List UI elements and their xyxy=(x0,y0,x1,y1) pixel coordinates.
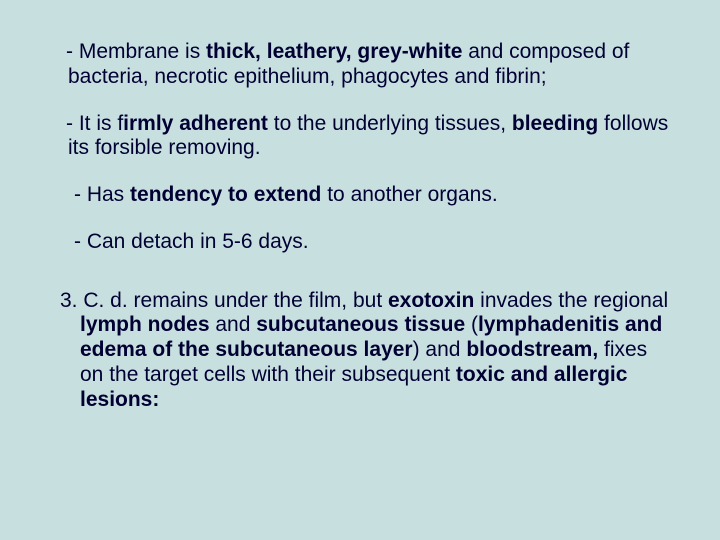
text: to the underlying tissues, xyxy=(274,112,512,135)
numbered-exotoxin: 3. C. d. remains under the film, but exo… xyxy=(48,289,672,413)
text: invades the regional xyxy=(474,289,668,312)
bold-text: tendency to extend xyxy=(130,183,321,206)
bold-text: bloodstream, xyxy=(466,338,598,361)
slide-content: - Membrane is thick, leathery, grey-whit… xyxy=(0,0,720,440)
bold-text: irmly adherent xyxy=(123,112,274,135)
bold-text: thick, leathery, grey-white xyxy=(206,40,462,63)
bold-text: lymph nodes xyxy=(80,313,210,336)
bold-text: bleeding xyxy=(512,112,598,135)
bullet-detach: - Can detach in 5-6 days. xyxy=(48,230,672,255)
text: to another organs. xyxy=(321,183,497,206)
text: ) and xyxy=(413,338,467,361)
text: and xyxy=(210,313,257,336)
bullet-extend: - Has tendency to extend to another orga… xyxy=(48,183,672,208)
bold-text: exotoxin xyxy=(388,289,474,312)
text: 3. C. d. remains under the film, but xyxy=(60,289,388,312)
text: - It is f xyxy=(66,112,123,135)
bold-text: subcutaneous tissue xyxy=(256,313,465,336)
text: - Membrane is xyxy=(66,40,206,63)
text: - Can detach in 5-6 days. xyxy=(74,230,309,253)
bullet-adherent: - It is firmly adherent to the underlyin… xyxy=(48,112,672,162)
text: ( xyxy=(465,313,478,336)
bullet-membrane: - Membrane is thick, leathery, grey-whit… xyxy=(48,40,672,90)
text: - Has xyxy=(74,183,130,206)
